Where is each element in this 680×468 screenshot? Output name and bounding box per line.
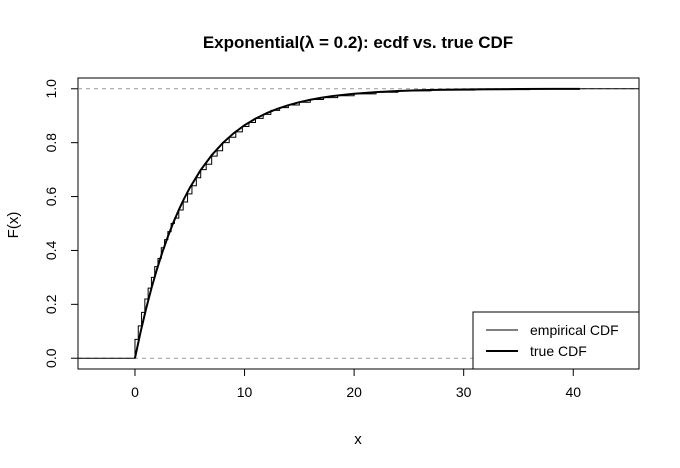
legend-box (472, 311, 640, 370)
x-tick-label: 10 (237, 384, 253, 400)
x-axis: 0 10 20 30 40 (131, 368, 581, 400)
y-tick-label: 0.8 (43, 133, 59, 153)
y-axis-label: F(x) (5, 212, 22, 239)
y-tick-label: 0.0 (43, 348, 59, 368)
y-tick-label: 0.4 (43, 241, 59, 261)
series-line-empirical-cdf (78, 88, 639, 359)
y-tick-label: 0.2 (43, 294, 59, 314)
y-tick-label: 0.6 (43, 187, 59, 207)
legend: empirical CDF true CDF (472, 311, 640, 370)
x-tick-label: 20 (346, 384, 362, 400)
y-axis: 0.0 0.2 0.4 0.6 0.8 1.0 (43, 79, 78, 368)
chart-title: Exponential(λ = 0.2): ecdf vs. true CDF (203, 33, 513, 52)
legend-label-true-cdf: true CDF (530, 343, 587, 359)
series-line-true-cdf (133, 87, 580, 359)
x-axis-label: x (354, 431, 362, 448)
legend-label-empirical-cdf: empirical CDF (530, 322, 619, 338)
x-tick-label: 40 (565, 384, 581, 400)
x-tick-label: 0 (131, 384, 139, 400)
series-layer (78, 87, 639, 359)
y-tick-label: 1.0 (43, 79, 59, 99)
x-tick-label: 30 (456, 384, 472, 400)
